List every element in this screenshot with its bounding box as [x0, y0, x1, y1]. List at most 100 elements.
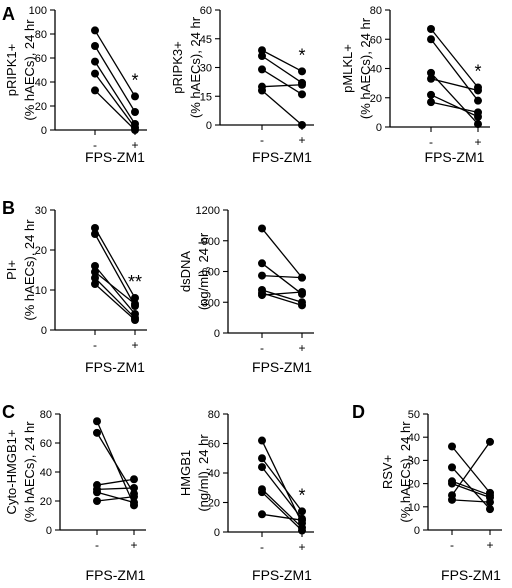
pair-line [451, 446, 491, 494]
data-point-plus [131, 294, 139, 302]
y-tick-label: 0 [206, 120, 212, 132]
data-point-minus [258, 436, 266, 445]
y-tick-label: 80 [208, 409, 220, 421]
data-point-plus [131, 92, 139, 101]
panel-hmgb1: 0 20 40 60 80 - + FPS-ZM1 HMGB1 (ng/ml), 24 hr * [178, 409, 314, 583]
y-axis-title-line1: RSV+ [380, 455, 395, 489]
data-point-minus [258, 52, 266, 60]
y-axis-title-line2: (% hAECs), 24 hr [188, 16, 203, 118]
significance-marker: * [474, 62, 481, 82]
data-point-plus [486, 505, 494, 514]
data-point-minus [91, 274, 99, 282]
data-point-minus [91, 224, 99, 232]
significance-marker: * [298, 485, 305, 505]
y-axis-title-line2: (% hAECs), 24 hr [358, 17, 373, 119]
data-point-plus [298, 121, 306, 129]
x-category-label: + [131, 338, 138, 352]
data-point-minus [427, 74, 435, 83]
data-point-plus [486, 437, 494, 446]
data-point-minus [93, 488, 101, 497]
panel-pmlkl: 0 20 40 60 80 - +FPS-ZM1 pMLKL+ (% hAECs), 24 hr… [340, 5, 490, 165]
pair-line [430, 72, 479, 125]
data-point-plus [474, 120, 482, 129]
x-axis-title: FPS-ZM1 [85, 149, 145, 165]
y-tick-label: 0 [41, 125, 47, 137]
x-category-label: + [298, 341, 305, 355]
y-tick-label: 60 [40, 438, 52, 450]
y-tick-label: 40 [35, 77, 47, 89]
pair-line [261, 228, 303, 279]
pair-line [261, 513, 303, 521]
pair-line [96, 478, 135, 486]
y-tick-label: 20 [208, 498, 220, 510]
data-point-minus [258, 454, 266, 463]
pair-line [94, 89, 136, 131]
x-axis-title: FPS-ZM1 [425, 149, 485, 165]
pair-line [94, 73, 136, 128]
x-category-label: - [450, 538, 454, 552]
x-category-label: - [260, 341, 264, 355]
pair-line [96, 432, 135, 495]
x-category-label: - [260, 540, 264, 554]
data-point-minus [258, 86, 266, 95]
x-category-label: + [474, 135, 481, 149]
data-point-minus [91, 86, 99, 95]
x-category-label: - [260, 133, 264, 147]
data-point-minus [427, 98, 435, 107]
x-category-label: - [93, 338, 97, 352]
data-point-minus [258, 488, 266, 497]
data-point-plus [298, 516, 306, 525]
panel-label: A [2, 4, 15, 24]
pair-line [94, 45, 136, 113]
y-axis-title-line1: HMGB1 [178, 450, 193, 496]
y-tick-label: 20 [408, 479, 420, 491]
panel-label: C [2, 402, 15, 422]
data-point-plus [474, 86, 482, 95]
data-point-minus [258, 291, 266, 300]
pair-line [94, 61, 136, 125]
y-tick-label: 30 [408, 455, 420, 467]
y-tick-label: 50 [408, 409, 420, 421]
data-point-plus [130, 475, 138, 484]
y-tick-label: 900 [202, 236, 220, 248]
pair-line [451, 441, 491, 496]
pair-line [261, 488, 303, 529]
y-tick-label: 15 [200, 91, 212, 103]
panel-label: B [2, 198, 15, 218]
pair-line [430, 28, 479, 88]
y-tick-label: 60 [370, 34, 382, 46]
y-axis-title-line2: (ng/ml), 24 hr [196, 434, 211, 512]
data-point-plus [131, 126, 139, 134]
y-axis-title-line2: (% hAECs), 24 hr [22, 19, 37, 121]
data-point-minus [93, 428, 101, 437]
data-point-plus [298, 67, 306, 76]
pair-line [96, 491, 135, 504]
x-category-label: + [298, 540, 305, 554]
data-point-minus [91, 26, 99, 35]
x-category-label: + [486, 538, 493, 552]
y-axis-title-line2: (ng/ml), 24 hr [196, 232, 211, 310]
data-point-minus [91, 69, 99, 78]
data-point-minus [258, 271, 266, 280]
y-tick-label: 20 [35, 245, 47, 257]
data-point-minus [427, 90, 435, 99]
data-point-minus [93, 417, 101, 426]
data-point-plus [130, 483, 138, 492]
pair-line [261, 457, 303, 512]
pair-line [430, 78, 479, 92]
data-point-minus [91, 230, 99, 238]
y-axis-title-line1: pMLKL+ [340, 44, 355, 93]
y-tick-label: 10 [408, 502, 420, 514]
y-tick-label: 30 [35, 205, 47, 217]
y-tick-label: 45 [200, 34, 212, 46]
pair-line [96, 496, 135, 502]
x-category-label: - [95, 538, 99, 552]
pair-line [261, 262, 303, 295]
data-point-minus [448, 463, 456, 472]
data-point-plus [486, 498, 494, 507]
y-tick-label: 60 [35, 53, 47, 65]
x-axis-title: FPS-ZM1 [252, 149, 312, 165]
data-point-minus [448, 495, 456, 504]
data-point-minus [448, 442, 456, 451]
data-point-plus [131, 300, 139, 308]
